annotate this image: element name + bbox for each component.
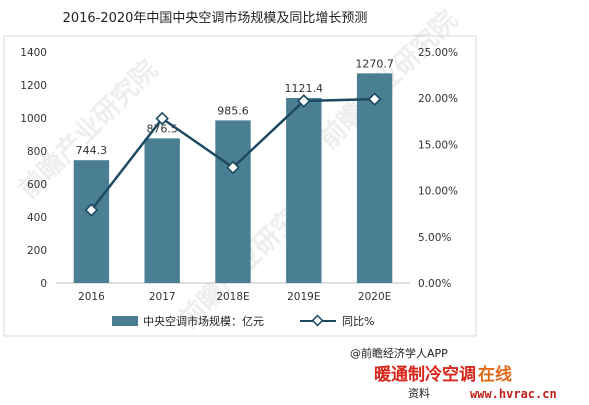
- right-tick-label: 20.00%: [418, 93, 458, 105]
- brand-online: 在线: [478, 364, 512, 385]
- plot-frame: [3, 35, 477, 337]
- bar-value-label: 876.5: [146, 122, 178, 135]
- site-url: www.hvrac.cn: [470, 387, 557, 401]
- x-tick-label: 2019E: [287, 291, 320, 303]
- left-tick-label: 400: [27, 212, 47, 224]
- x-tick-label: 2017: [149, 291, 176, 303]
- x-tick-label: 2016: [78, 291, 105, 303]
- source-label: 资料: [408, 386, 430, 400]
- line-point: [84, 203, 99, 217]
- right-tick-label: 15.00%: [418, 139, 458, 151]
- bar: [144, 138, 180, 283]
- bar-series: [73, 73, 393, 284]
- right-axis-ticks: 0.00% 5.00% 10.00% 15.00% 20.00% 25.00%: [418, 47, 458, 290]
- source-credit: @前瞻经济学人APP: [350, 346, 448, 360]
- brand-name: 暖通制冷空调: [374, 364, 476, 385]
- bar: [356, 73, 393, 283]
- x-tick-label: 2020E: [358, 291, 391, 303]
- legend: 中央空调市场规模：亿元 同比%: [112, 314, 374, 328]
- bar-value-label: 985.6: [217, 104, 249, 117]
- line-point: [226, 160, 240, 175]
- line-point: [155, 111, 169, 126]
- right-tick-label: 5.00%: [418, 232, 451, 244]
- left-tick-label: 1200: [20, 80, 47, 92]
- left-axis-ticks: 0 200 400 600 800 1000 1200 1400: [20, 47, 47, 290]
- site-brand: 暖通制冷空调 在线 资料 www.hvrac.cn: [374, 364, 557, 401]
- left-tick-label: 1400: [20, 47, 47, 59]
- line-point: [297, 94, 311, 108]
- x-tick-label: 2018E: [216, 291, 249, 303]
- line-point: [367, 92, 382, 106]
- bar: [73, 160, 110, 283]
- legend-bar-swatch: [112, 316, 138, 326]
- legend-line-label: 同比%: [342, 315, 374, 328]
- legend-line-marker: [311, 314, 324, 327]
- left-tick-label: 600: [27, 179, 47, 191]
- bar-data-labels: 744.3 876.5 985.6 1121.4 1270.7: [76, 57, 394, 157]
- left-tick-label: 800: [27, 146, 47, 158]
- left-tick-label: 1000: [20, 113, 47, 125]
- line-series: [84, 92, 382, 217]
- chart-title: 2016-2020年中国中央空调市场规模及同比增长预测: [63, 10, 368, 26]
- bar: [215, 120, 251, 283]
- left-tick-label: 200: [27, 245, 47, 257]
- bar-value-label: 1270.7: [355, 57, 394, 70]
- x-axis-labels: 2016 2017 2018E 2019E 2020E: [78, 291, 391, 303]
- legend-bar-label: 中央空调市场规模：亿元: [143, 314, 264, 328]
- bar-value-label: 1121.4: [285, 82, 324, 95]
- bar-value-label: 744.3: [76, 144, 108, 157]
- right-tick-label: 25.00%: [418, 47, 458, 59]
- right-tick-label: 0.00%: [418, 278, 451, 290]
- bar: [286, 97, 322, 284]
- left-tick-label: 0: [40, 278, 47, 290]
- right-tick-label: 10.00%: [418, 186, 458, 198]
